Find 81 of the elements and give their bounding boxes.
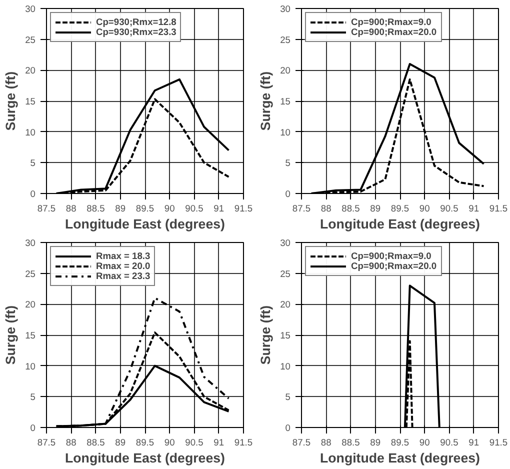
x-tick-label: 88.5 [86, 438, 105, 448]
y-tick-label: 10 [280, 127, 291, 138]
legend-label: Cp=930;Rmx=12.8 [96, 17, 176, 27]
y-tick-label: 25 [25, 34, 36, 45]
x-tick-label: 88.5 [342, 438, 360, 448]
x-tick-label: 87.5 [37, 204, 56, 214]
x-axis-title: Longitude East (degrees) [65, 216, 225, 232]
x-axis-title: Longitude East (degrees) [320, 450, 480, 466]
y-axis-title: Surge (ft) [3, 305, 18, 365]
y-axis-title: Surge (ft) [258, 305, 274, 365]
x-tick-label: 91 [214, 204, 224, 214]
y-tick-label: 10 [280, 361, 291, 372]
y-tick-label: 5 [285, 158, 291, 168]
x-tick-label: 90 [419, 204, 430, 214]
y-tick-label: 20 [280, 66, 291, 76]
x-tick-label: 90.5 [185, 204, 204, 214]
x-tick-label: 90.5 [440, 438, 458, 448]
x-tick-label: 90.5 [440, 204, 458, 214]
y-tick-label: 0 [285, 189, 291, 199]
y-tick-label: 15 [25, 96, 36, 106]
x-tick-label: 91 [468, 438, 480, 448]
y-tick-label: 20 [25, 300, 36, 310]
x-tick-label: 87.5 [292, 438, 311, 448]
x-tick-label: 89.5 [390, 204, 410, 214]
legend-label: Rmax = 23.3 [96, 271, 150, 281]
x-tick-label: 89 [115, 204, 126, 214]
y-tick-label: 25 [280, 268, 291, 279]
x-tick-label: 89 [370, 204, 381, 214]
y-tick-label: 25 [280, 34, 291, 45]
x-tick-label: 88 [66, 438, 76, 448]
x-tick-label: 88.5 [86, 204, 105, 214]
x-tick-label: 89.5 [136, 438, 154, 448]
x-tick-label: 89 [370, 438, 381, 448]
x-tick-label: 91.5 [234, 204, 253, 214]
legend-label: Cp=900;Rmax=20.0 [351, 27, 437, 37]
x-tick-label: 89 [115, 438, 126, 448]
legend-label: Rmax = 20.0 [96, 261, 150, 271]
y-tick-label: 15 [280, 96, 291, 106]
y-tick-label: 30 [280, 238, 291, 248]
legend-label: Cp=900;Rmax=9.0 [351, 251, 432, 261]
y-tick-label: 5 [30, 158, 36, 168]
x-tick-label: 87.5 [292, 204, 311, 214]
x-tick-label: 88 [320, 438, 332, 448]
y-tick-label: 10 [25, 127, 36, 138]
y-tick-label: 30 [25, 238, 36, 248]
y-tick-label: 5 [285, 392, 291, 402]
legend-label: Rmax = 18.3 [96, 251, 150, 261]
y-tick-label: 10 [25, 361, 36, 372]
x-tick-label: 89.5 [390, 438, 410, 448]
y-axis-title: Surge (ft) [258, 71, 274, 131]
x-tick-label: 90 [419, 438, 430, 448]
y-tick-label: 20 [25, 66, 36, 76]
legend-label: Cp=900;Rmax=9.0 [351, 17, 432, 27]
x-tick-label: 91.5 [234, 438, 253, 448]
y-tick-label: 20 [280, 300, 291, 310]
x-tick-label: 89.5 [136, 204, 154, 214]
x-axis-title: Longitude East (degrees) [65, 450, 225, 466]
x-tick-label: 90.5 [185, 438, 204, 448]
x-tick-label: 91 [214, 438, 224, 448]
x-tick-label: 88.5 [342, 204, 360, 214]
x-tick-label: 91.5 [489, 204, 508, 214]
x-tick-label: 87.5 [37, 438, 56, 448]
y-tick-label: 5 [30, 392, 36, 402]
x-tick-label: 91.5 [489, 438, 508, 448]
x-tick-label: 88 [320, 204, 332, 214]
y-tick-label: 15 [25, 330, 36, 340]
y-tick-label: 25 [25, 268, 36, 279]
x-tick-label: 90 [164, 204, 175, 214]
y-tick-label: 0 [30, 189, 36, 199]
y-axis-title: Surge (ft) [3, 71, 18, 131]
x-tick-label: 91 [468, 204, 480, 214]
y-tick-label: 15 [280, 330, 291, 340]
x-tick-label: 90 [164, 438, 175, 448]
legend-label: Cp=930;Rmx=23.3 [96, 27, 176, 37]
y-tick-label: 30 [25, 4, 36, 14]
legend-label: Cp=900;Rmax=20.0 [351, 261, 437, 271]
y-tick-label: 0 [30, 423, 36, 433]
x-tick-label: 88 [66, 204, 76, 214]
x-axis-title: Longitude East (degrees) [320, 216, 480, 232]
y-tick-label: 0 [285, 423, 291, 433]
y-tick-label: 30 [280, 4, 291, 14]
